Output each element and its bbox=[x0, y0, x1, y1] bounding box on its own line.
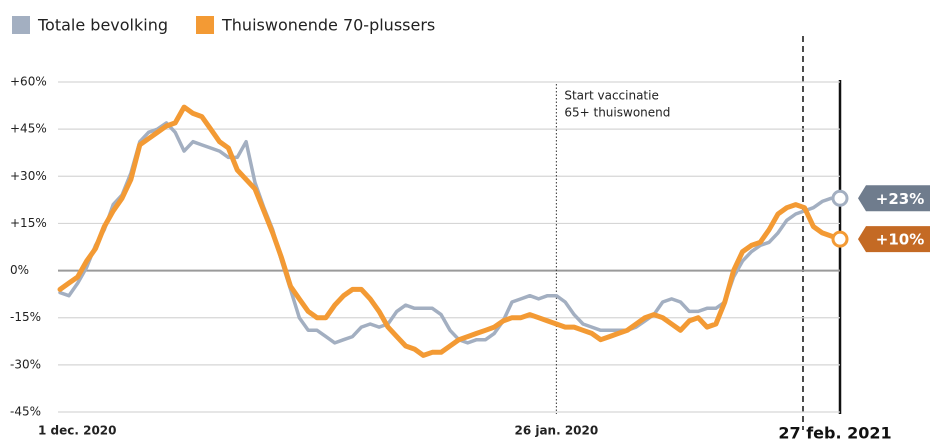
end-marker bbox=[831, 230, 849, 248]
annotation-text: 65+ thuiswonend bbox=[564, 106, 670, 120]
y-tick-label: 0% bbox=[10, 263, 29, 277]
legend-swatch bbox=[12, 16, 30, 34]
y-tick-label: +15% bbox=[10, 216, 47, 230]
legend-swatch bbox=[196, 16, 215, 34]
y-tick-label: +30% bbox=[10, 169, 47, 183]
annotation-text: Start vaccinatie bbox=[564, 89, 659, 103]
end-label: +10% bbox=[876, 231, 924, 249]
legend-label: Thuiswonende 70-plussers bbox=[221, 16, 435, 35]
series-line bbox=[57, 104, 843, 358]
legend-label: Totale bevolking bbox=[37, 16, 168, 35]
end-label: +23% bbox=[876, 190, 924, 208]
series-line bbox=[58, 121, 842, 345]
x-tick-label: 27 feb. 2021 bbox=[778, 424, 891, 443]
end-tag bbox=[858, 226, 930, 253]
y-tick-label: -45% bbox=[10, 405, 41, 419]
end-tag bbox=[858, 185, 930, 212]
x-tick-label: 26 jan. 2020 bbox=[514, 424, 598, 438]
end-marker bbox=[831, 189, 849, 207]
y-tick-label: -30% bbox=[10, 357, 41, 371]
y-tick-label: +60% bbox=[10, 75, 47, 89]
y-tick-label: -15% bbox=[10, 310, 41, 324]
x-tick-label: 1 dec. 2020 bbox=[38, 424, 117, 438]
y-tick-label: +45% bbox=[10, 122, 47, 136]
